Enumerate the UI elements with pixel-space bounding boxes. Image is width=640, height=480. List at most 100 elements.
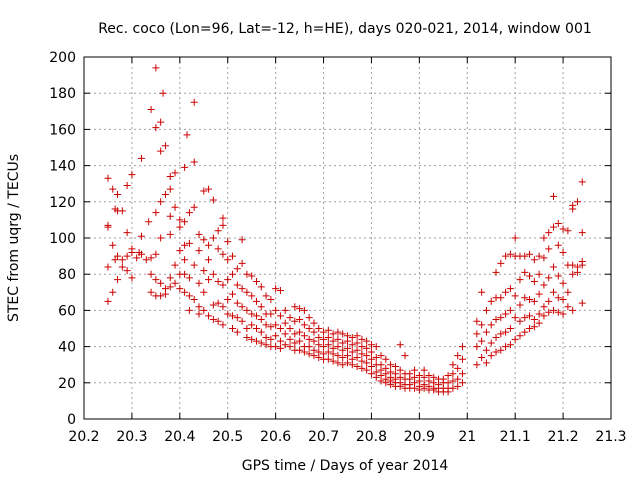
- data-point: [238, 317, 246, 325]
- data-point: [554, 294, 562, 302]
- data-point: [137, 154, 145, 162]
- data-point: [540, 281, 548, 289]
- data-point: [224, 256, 232, 264]
- data-point: [214, 227, 222, 235]
- data-point: [540, 234, 548, 242]
- data-point: [224, 276, 232, 284]
- data-point: [363, 352, 371, 360]
- data-point: [171, 261, 179, 269]
- data-point: [238, 303, 246, 311]
- data-point: [348, 348, 356, 356]
- data-point: [195, 310, 203, 318]
- data-point: [344, 359, 351, 367]
- data-point: [324, 334, 332, 342]
- data-point: [111, 256, 119, 264]
- x-axis-label: GPS time / Days of year 2014: [242, 458, 449, 474]
- data-point: [564, 288, 572, 296]
- data-point: [329, 350, 337, 358]
- data-point: [214, 277, 222, 285]
- data-point: [540, 303, 548, 311]
- data-point: [281, 306, 289, 314]
- data-point: [358, 335, 366, 343]
- data-point: [545, 297, 553, 305]
- data-point: [118, 207, 126, 215]
- data-point: [454, 382, 462, 390]
- data-point: [578, 261, 586, 269]
- data-point: [152, 250, 160, 258]
- data-point: [353, 363, 361, 371]
- data-point: [473, 343, 481, 351]
- data-point: [272, 285, 280, 293]
- data-point: [214, 299, 222, 307]
- data-point: [526, 325, 534, 332]
- data-point: [305, 314, 313, 322]
- data-point: [238, 259, 246, 267]
- data-point: [492, 268, 500, 276]
- data-point: [458, 379, 466, 387]
- data-point: [219, 321, 227, 329]
- data-point: [109, 185, 117, 193]
- data-point: [396, 341, 404, 349]
- data-point: [554, 241, 562, 249]
- data-point: [372, 373, 380, 381]
- data-point: [128, 274, 136, 282]
- data-point: [473, 317, 481, 325]
- x-tick-label: 21.3: [595, 429, 626, 445]
- data-point: [291, 317, 299, 325]
- data-point: [147, 105, 155, 113]
- data-point: [521, 328, 529, 336]
- data-point: [339, 346, 347, 354]
- data-point: [310, 319, 318, 327]
- data-point: [458, 355, 466, 363]
- data-point: [181, 241, 189, 249]
- data-point: [209, 315, 217, 323]
- data-point: [444, 372, 452, 380]
- data-point: [200, 187, 208, 195]
- data-point: [276, 312, 284, 320]
- data-point: [535, 319, 543, 327]
- data-point: [214, 245, 222, 253]
- data-point: [300, 321, 308, 329]
- data-point: [109, 241, 117, 249]
- data-point: [315, 325, 323, 332]
- data-point: [492, 348, 500, 356]
- data-point: [157, 147, 165, 155]
- data-point: [238, 285, 246, 293]
- data-point: [545, 245, 553, 253]
- data-point: [229, 270, 237, 278]
- data-point: [243, 334, 251, 342]
- data-point: [181, 256, 189, 264]
- data-point: [506, 285, 514, 293]
- data-point: [305, 343, 313, 351]
- data-point: [511, 335, 519, 343]
- data-point: [473, 330, 481, 338]
- data-point: [497, 314, 505, 322]
- data-point: [243, 288, 251, 296]
- data-point: [502, 288, 510, 296]
- data-point: [219, 281, 227, 289]
- data-point: [291, 303, 299, 311]
- y-tick-label: 120: [49, 195, 76, 211]
- data-point: [420, 366, 428, 374]
- data-point: [554, 308, 562, 316]
- data-point: [118, 263, 126, 271]
- data-point: [205, 276, 213, 284]
- y-tick-label: 180: [49, 86, 76, 102]
- data-point: [104, 223, 112, 231]
- data-point: [267, 296, 275, 304]
- data-point: [487, 321, 495, 329]
- data-point: [238, 236, 246, 244]
- data-point: [257, 303, 265, 311]
- data-point: [344, 352, 351, 360]
- data-point: [305, 335, 313, 343]
- data-point: [454, 364, 462, 372]
- data-point: [233, 265, 241, 273]
- data-point: [526, 272, 534, 280]
- data-point: [478, 288, 486, 296]
- data-point: [550, 192, 558, 200]
- data-point: [159, 89, 167, 97]
- data-point: [257, 283, 265, 291]
- data-point: [482, 328, 490, 336]
- data-point: [487, 339, 495, 347]
- data-point: [248, 335, 256, 343]
